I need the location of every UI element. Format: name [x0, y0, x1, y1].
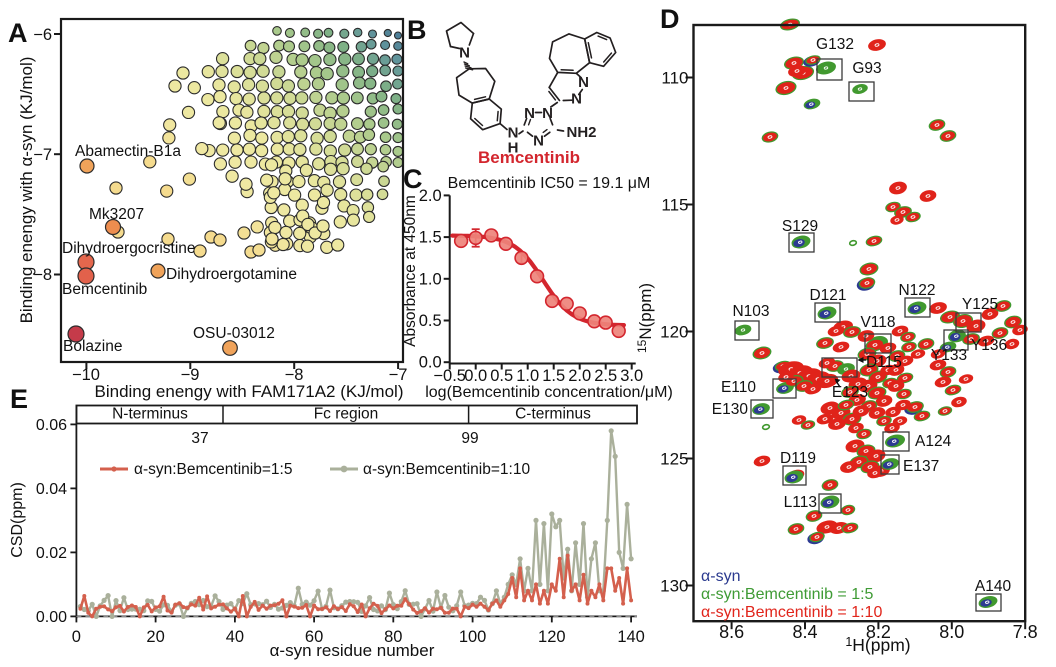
svg-text:α-syn:Bemcentinib = 1:10: α-syn:Bemcentinib = 1:10 [701, 604, 882, 621]
svg-text:−7: −7 [33, 146, 52, 164]
svg-text:C-terminus: C-terminus [515, 406, 591, 423]
svg-text:0: 0 [72, 628, 81, 646]
svg-text:110: 110 [661, 69, 688, 88]
svg-text:130: 130 [660, 577, 688, 596]
svg-text:1.5: 1.5 [419, 229, 442, 247]
svg-text:−6: −6 [33, 26, 52, 44]
svg-text:E: E [10, 384, 28, 414]
svg-text:2.0: 2.0 [419, 187, 442, 205]
svg-text:115: 115 [661, 196, 688, 215]
svg-text:V118: V118 [860, 314, 895, 331]
svg-text:0.02: 0.02 [36, 545, 67, 562]
svg-text:B: B [407, 15, 427, 45]
svg-text:D: D [660, 4, 680, 34]
svg-text:α-syn: α-syn [701, 568, 740, 585]
svg-text:S129: S129 [782, 218, 818, 235]
svg-text:NH2: NH2 [567, 124, 597, 141]
svg-text:E130: E130 [712, 401, 749, 418]
svg-text:CSD(ppm): CSD(ppm) [9, 482, 26, 558]
svg-text:100: 100 [459, 628, 487, 646]
svg-text:8.4: 8.4 [792, 622, 817, 642]
svg-text:α-syn:Bemcentinib=1:5: α-syn:Bemcentinib=1:5 [134, 461, 292, 478]
svg-text:Absorbance at 450nm: Absorbance at 450nm [402, 195, 419, 347]
svg-text:E137: E137 [903, 458, 939, 475]
svg-text:D119: D119 [780, 450, 816, 467]
svg-text:Dihydroergotamine: Dihydroergotamine [166, 266, 297, 283]
svg-text:1.5: 1.5 [542, 367, 565, 385]
svg-text:2.0: 2.0 [568, 367, 591, 385]
svg-text:G93: G93 [852, 60, 881, 77]
svg-text:8.6: 8.6 [719, 622, 744, 642]
svg-text:A124: A124 [915, 433, 952, 450]
svg-text:1H(ppm): 1H(ppm) [845, 635, 910, 655]
svg-text:Bemcentinib IC50 = 19.1 μM: Bemcentinib IC50 = 19.1 μM [448, 175, 651, 192]
svg-text:OSU-03012: OSU-03012 [193, 325, 275, 342]
svg-text:α-syn residue number: α-syn residue number [270, 641, 435, 660]
svg-text:α-syn:Bemcentinib=1:10: α-syn:Bemcentinib=1:10 [363, 461, 530, 478]
svg-text:Y133: Y133 [931, 347, 967, 364]
svg-text:log(Bemcentinib concentration/: log(Bemcentinib concentration/μM) [425, 384, 673, 401]
svg-text:N-terminus: N-terminus [112, 406, 188, 423]
svg-text:Binding enengy with α-syn (KJ/: Binding enengy with α-syn (KJ/mol) [17, 57, 36, 324]
svg-text:Y125: Y125 [962, 296, 998, 313]
svg-text:0.06: 0.06 [36, 417, 67, 434]
svg-text:Bolazine: Bolazine [63, 338, 122, 355]
svg-text:37: 37 [191, 430, 208, 447]
svg-text:1.0: 1.0 [516, 367, 539, 385]
svg-text:120: 120 [538, 628, 566, 646]
svg-text:E123: E123 [832, 384, 868, 401]
svg-text:N103: N103 [732, 303, 769, 320]
svg-text:125: 125 [660, 450, 688, 469]
svg-text:0.5: 0.5 [419, 312, 442, 330]
svg-text:7.8: 7.8 [1013, 622, 1038, 642]
svg-text:N: N [533, 133, 544, 150]
svg-text:40: 40 [226, 628, 244, 646]
svg-text:8.0: 8.0 [939, 622, 964, 642]
svg-text:Mk3207: Mk3207 [89, 206, 144, 223]
svg-text:2.5: 2.5 [594, 367, 617, 385]
svg-text:Fc region: Fc region [314, 406, 379, 423]
svg-text:G132: G132 [816, 36, 854, 53]
svg-text:Dihydroergocristine: Dihydroergocristine [62, 240, 196, 257]
svg-text:140: 140 [617, 628, 645, 646]
svg-text:−0.5: −0.5 [433, 367, 466, 385]
svg-text:−8: −8 [33, 266, 52, 284]
svg-text:0.04: 0.04 [36, 481, 67, 498]
svg-text:Y136: Y136 [971, 337, 1007, 354]
svg-text:α-syn:Bemcentinib = 1:5: α-syn:Bemcentinib = 1:5 [701, 586, 874, 603]
svg-text:Bemcentinib: Bemcentinib [62, 281, 147, 298]
svg-text:Binding enengy with FAM171A2: Binding enengy with FAM171A2 (KJ/mol) [95, 382, 404, 401]
svg-text:N: N [459, 45, 470, 62]
svg-text:E110: E110 [721, 379, 756, 396]
svg-text:3.0: 3.0 [620, 367, 643, 385]
svg-text:Abamectin-B1a: Abamectin-B1a [75, 143, 181, 160]
svg-text:1.0: 1.0 [419, 270, 442, 288]
svg-text:Bemcentinib: Bemcentinib [478, 148, 580, 167]
svg-text:120: 120 [660, 323, 688, 342]
svg-text:D115: D115 [866, 354, 902, 371]
svg-text:N122: N122 [898, 282, 935, 299]
svg-text:D121: D121 [809, 287, 846, 304]
svg-text:0.5: 0.5 [490, 367, 513, 385]
svg-text:A140: A140 [975, 578, 1012, 595]
svg-text:20: 20 [146, 628, 164, 646]
svg-text:99: 99 [461, 430, 478, 447]
svg-text:0.0: 0.0 [464, 367, 487, 385]
svg-text:0.00: 0.00 [36, 609, 67, 626]
svg-text:A: A [8, 18, 28, 48]
svg-text:L113: L113 [784, 494, 817, 511]
